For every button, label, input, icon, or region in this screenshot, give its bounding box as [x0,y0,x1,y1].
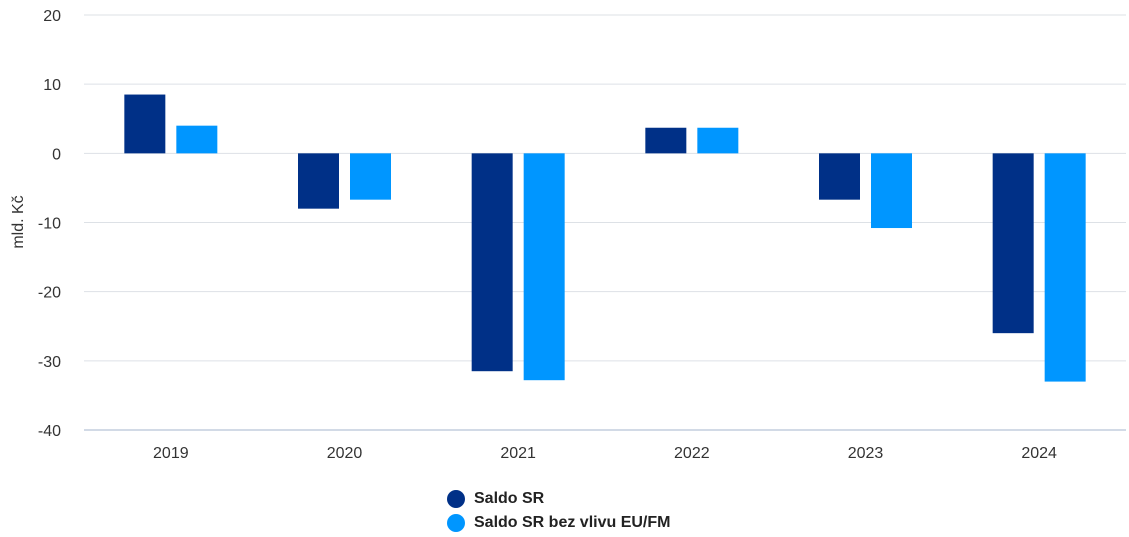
x-tick-label: 2021 [500,445,536,462]
bar-saldo-sr-2022[interactable] [645,127,687,154]
x-tick-label: 2022 [674,445,710,462]
y-axis-title: mld. Kč [10,195,27,248]
legend: Saldo SR Saldo SR bez vlivu EU/FM [447,487,670,535]
gridlines [84,14,1126,431]
y-tick-label: 10 [43,77,61,94]
y-tick-label: -40 [38,423,61,440]
bar-saldo-sr-2021[interactable] [471,153,513,372]
bar-saldo-sr-2019[interactable] [124,94,166,154]
legend-item-saldo-sr[interactable]: Saldo SR [447,487,670,511]
bar-saldo-sr-2024[interactable] [992,153,1034,334]
y-tick-label: -10 [38,216,61,233]
y-axis-ticks: 20 10 0 -10 -20 -30 -40 [38,8,61,440]
bar-saldo-sr-2023[interactable] [819,153,860,200]
bars [124,94,1086,382]
bar-saldo-sr-bez-vlivu-2020[interactable] [350,153,391,200]
bar-saldo-sr-bez-vlivu-2019[interactable] [176,125,218,154]
x-tick-label: 2023 [848,445,884,462]
y-tick-label: -20 [38,285,61,302]
legend-marker [447,490,465,508]
legend-item-saldo-sr-bez-vlivu[interactable]: Saldo SR bez vlivu EU/FM [447,511,670,535]
y-tick-label: -30 [38,354,61,371]
bar-saldo-sr-bez-vlivu-2021[interactable] [523,153,565,381]
bar-saldo-sr-bez-vlivu-2024[interactable] [1044,153,1086,382]
bar-saldo-sr-bez-vlivu-2022[interactable] [697,127,739,154]
legend-label: Saldo SR bez vlivu EU/FM [474,514,671,531]
legend-marker [447,514,465,532]
bar-saldo-sr-2020[interactable] [298,153,339,209]
y-tick-label: 20 [43,8,61,25]
bar-saldo-sr-bez-vlivu-2023[interactable] [871,153,912,229]
legend-label: Saldo SR [474,490,545,507]
x-axis-ticks: 2019 2020 2021 2022 2023 2024 [153,445,1057,462]
x-tick-label: 2019 [153,445,189,462]
y-tick-label: 0 [52,146,61,163]
x-tick-label: 2020 [327,445,363,462]
x-tick-label: 2024 [1021,445,1057,462]
